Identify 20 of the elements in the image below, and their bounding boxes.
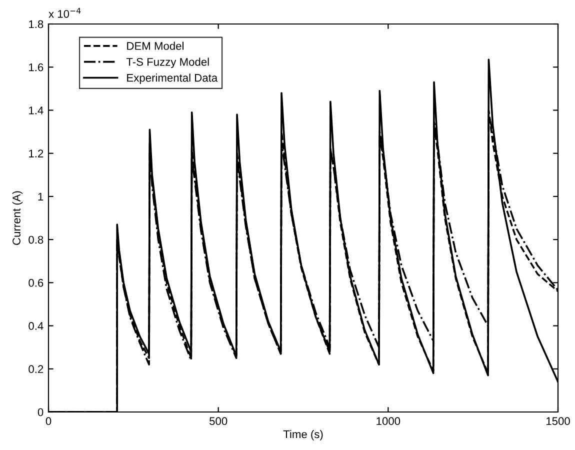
- x-tick-label: 0: [46, 417, 52, 426]
- y-tick-label: 0: [38, 408, 44, 416]
- x-tick-label: 1500: [546, 417, 570, 426]
- y-axis-title: Current (A): [12, 191, 23, 245]
- y-tick-label: 0.4: [28, 322, 44, 330]
- y-tick-label: 0.6: [28, 278, 44, 287]
- text: x 10$^{−4}$: [48, 8, 81, 18]
- legend-label: Experimental Data: [127, 74, 218, 84]
- legend-label: T-S Fuzzy Model: [126, 58, 209, 68]
- y-tick-label: 1.4: [29, 106, 44, 114]
- legend-label: DEM Model: [127, 42, 184, 50]
- x-axis-title: Time (s): [283, 430, 323, 440]
- x-tick-label: 1000: [376, 417, 400, 426]
- y-tick-label: 1.2: [29, 150, 44, 158]
- y-tick-label: 1.8: [29, 20, 44, 28]
- y-tick-label: 1.6: [29, 63, 44, 72]
- y-tick-label: 0.8: [28, 236, 44, 244]
- y-tick-label: 1: [38, 192, 44, 200]
- y-tick-label: 0.2: [28, 365, 44, 374]
- x-tick-label: 500: [210, 417, 228, 426]
